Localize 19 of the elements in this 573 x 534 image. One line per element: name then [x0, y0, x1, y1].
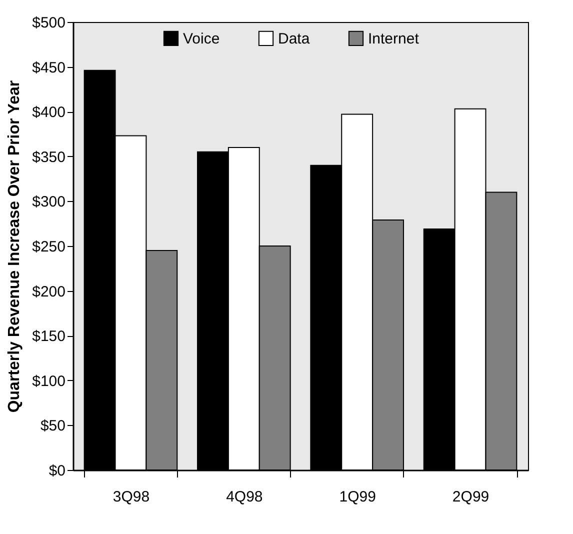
y-tick-label: $400: [32, 104, 66, 122]
legend-label: Internet: [368, 30, 420, 48]
y-tick-label: $200: [32, 283, 66, 300]
x-tick-label: 4Q98: [226, 488, 263, 506]
legend-label: Data: [278, 30, 310, 48]
legend-label: Voice: [183, 30, 220, 48]
y-tick-label: $100: [32, 372, 66, 390]
y-tick-label: $0: [48, 462, 66, 480]
y-tick-label: $350: [32, 148, 66, 166]
x-tick-label: 1Q99: [339, 488, 376, 506]
y-tick-label: $300: [32, 194, 66, 211]
y-tick-label: $150: [32, 328, 66, 346]
y-tick-label: $450: [32, 59, 66, 76]
x-tick-label: 2Q99: [452, 488, 490, 506]
y-axis-title: Quarterly Revenue Increase Over Prior Year: [6, 80, 24, 413]
y-tick-label: $500: [32, 14, 66, 32]
x-tick-label: 3Q98: [112, 488, 150, 506]
y-tick-label: $50: [40, 418, 66, 435]
y-tick-label: $250: [32, 238, 66, 256]
